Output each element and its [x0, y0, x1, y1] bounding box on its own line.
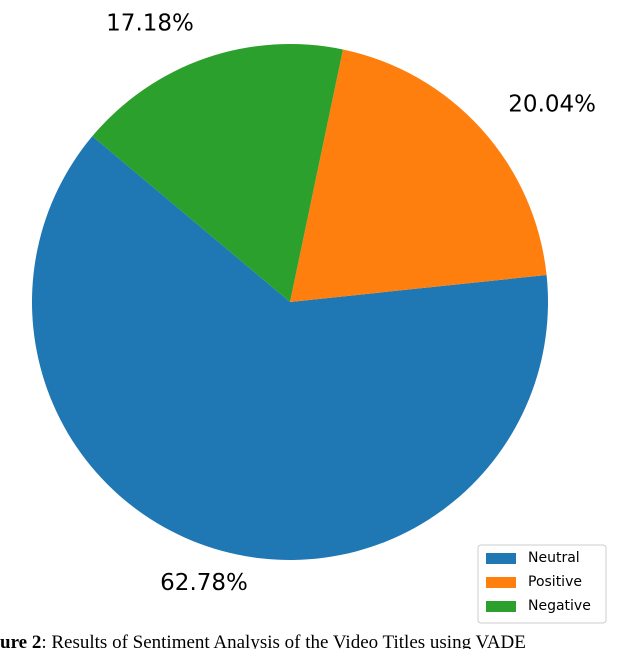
- legend: Neutral Positive Negative: [477, 544, 607, 624]
- pie-slice: [290, 49, 547, 302]
- slice-label: 17.18%: [106, 11, 194, 37]
- legend-label: Negative: [528, 598, 591, 614]
- caption: ure 2: Results of Sentiment Analysis of …: [0, 632, 526, 649]
- legend-label: Neutral: [528, 550, 580, 566]
- caption-text: : Results of Sentiment Analysis of the V…: [41, 632, 525, 649]
- legend-swatch: [486, 553, 516, 564]
- pie: 62.78% 20.04% 17.18%: [32, 11, 596, 596]
- slice-label: 20.04%: [508, 91, 596, 117]
- slice-label: 62.78%: [160, 570, 248, 596]
- legend-label: Positive: [528, 574, 582, 590]
- caption-label: ure 2: [0, 632, 41, 649]
- legend-swatch: [486, 601, 516, 612]
- pie-slice: [32, 136, 549, 560]
- legend-swatch: [486, 577, 516, 588]
- pie-slice: [92, 44, 343, 302]
